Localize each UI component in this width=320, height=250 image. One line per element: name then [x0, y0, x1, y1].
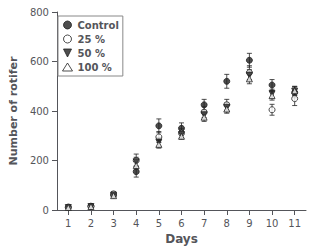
svg-text:1: 1	[65, 218, 71, 229]
svg-text:0: 0	[43, 205, 49, 216]
svg-text:100 %: 100 %	[78, 62, 112, 73]
svg-text:Days: Days	[165, 232, 198, 246]
svg-text:9: 9	[246, 218, 252, 229]
svg-text:600: 600	[30, 56, 49, 67]
svg-text:400: 400	[30, 106, 49, 117]
svg-text:6: 6	[178, 218, 184, 229]
svg-text:2: 2	[88, 218, 94, 229]
svg-text:3: 3	[110, 218, 116, 229]
svg-text:800: 800	[30, 7, 49, 18]
svg-text:7: 7	[201, 218, 207, 229]
svg-text:Control: Control	[78, 20, 119, 31]
svg-text:25 %: 25 %	[78, 34, 105, 45]
svg-text:4: 4	[133, 218, 139, 229]
svg-text:10: 10	[266, 218, 279, 229]
svg-text:200: 200	[30, 155, 49, 166]
svg-text:11: 11	[288, 218, 301, 229]
svg-text:5: 5	[156, 218, 162, 229]
svg-text:Number of rotifer: Number of rotifer	[7, 56, 20, 166]
svg-text:50 %: 50 %	[78, 48, 105, 59]
svg-text:8: 8	[224, 218, 230, 229]
